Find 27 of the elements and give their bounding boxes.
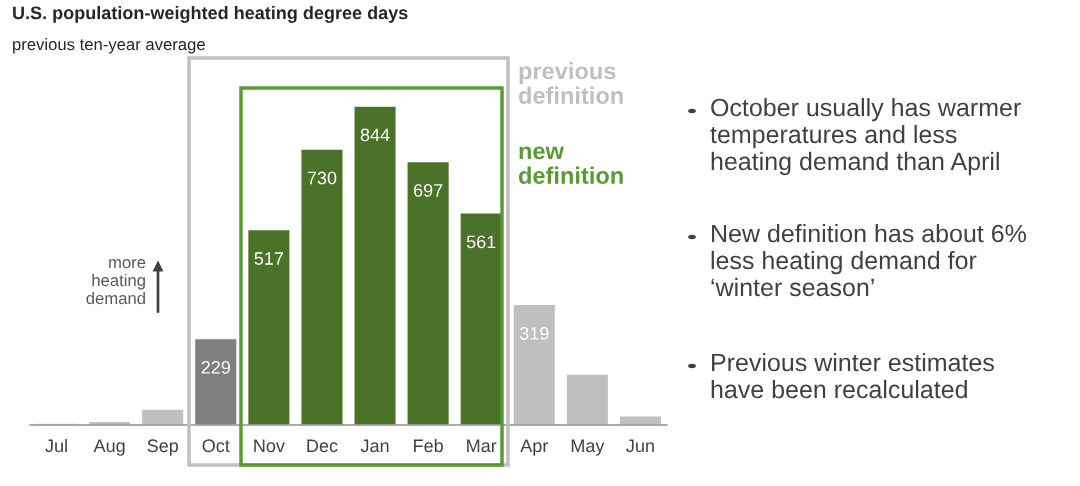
x-tick-label: Jul <box>45 438 67 453</box>
text: October usually has warmer temperatures and less heating demand than April <box>710 98 1021 176</box>
data-label: 561 <box>466 235 496 249</box>
x-tick-label: Dec <box>307 439 338 453</box>
text: previous definition <box>518 62 623 104</box>
chart-title: U.S. population-weighted heating degree days <box>13 6 408 23</box>
data-label: 517 <box>254 252 284 265</box>
data-label: 229 <box>201 360 230 374</box>
text: New definition has about 6% less heating demand for ‘winter season’ <box>711 224 1026 297</box>
x-tick-label: Jun <box>626 439 654 453</box>
text: Previous winter estimates have been recalculated <box>711 353 994 399</box>
data-label: 319 <box>519 326 549 340</box>
data-label: 730 <box>307 171 337 185</box>
x-tick-label: Apr <box>520 439 549 456</box>
annotation: new definition <box>518 146 623 184</box>
x-tick-label: Feb <box>414 438 443 453</box>
x-tick-label: Oct <box>202 439 230 453</box>
annotation: more heating demand <box>86 259 146 305</box>
x-tick-label: Jan <box>360 439 389 453</box>
data-label: 844 <box>360 128 390 142</box>
x-tick-label: Nov <box>254 439 285 453</box>
x-tick-label: Aug <box>93 439 125 456</box>
x-tick-label: May <box>571 439 605 456</box>
data-label: 697 <box>413 184 443 197</box>
x-tick-label: Mar <box>467 439 497 453</box>
x-tick-label: Sep <box>147 439 179 456</box>
chart-subtitle: previous ten-year average <box>13 38 205 54</box>
